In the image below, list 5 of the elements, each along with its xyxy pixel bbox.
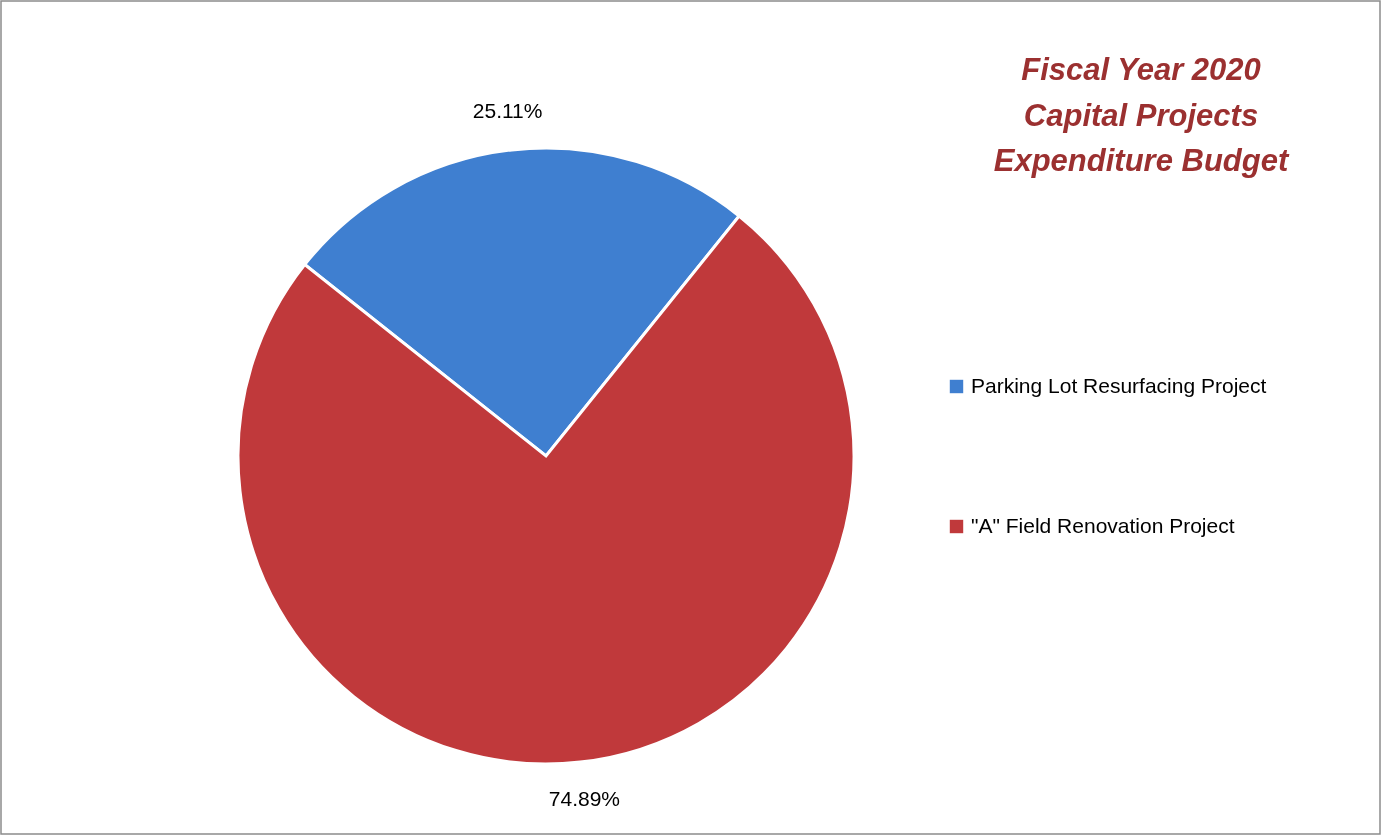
data-label: 25.11% <box>472 99 543 123</box>
legend-label: Parking Lot Resurfacing Project <box>971 373 1267 397</box>
data-label: 74.89% <box>548 786 620 810</box>
chart-title: Fiscal Year 2020 Capital Projects Expenditure Budget <box>993 52 1290 178</box>
legend-label: "A" Field Renovation Project <box>971 513 1235 537</box>
